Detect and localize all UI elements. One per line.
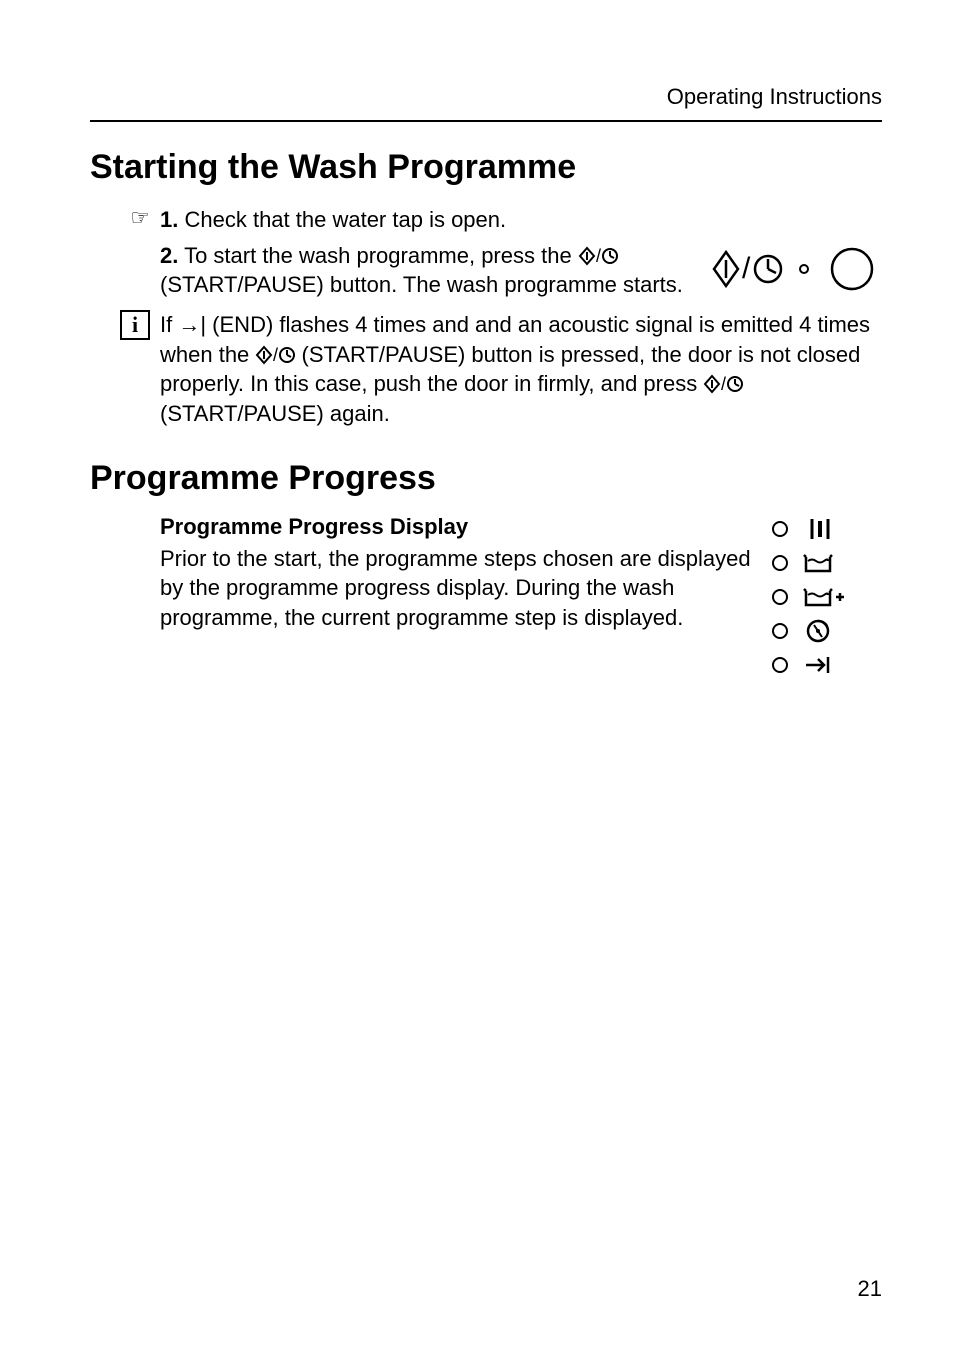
info-icon: i (120, 310, 150, 340)
progress-icon-list (772, 512, 882, 682)
pointing-hand-icon: ☞ (90, 205, 160, 231)
svg-text:/: / (742, 252, 751, 285)
content: Starting the Wash Programme ☞ 1. Check t… (90, 148, 882, 682)
progress-text: Programme Progress Display Prior to the … (160, 512, 772, 633)
svg-text:/: / (596, 246, 601, 266)
spin-icon (772, 614, 882, 648)
page: Operating Instructions Starting the Wash… (0, 0, 954, 1352)
led-icon (772, 623, 788, 639)
led-icon (772, 657, 788, 673)
led-icon (772, 555, 788, 571)
header-rule (90, 120, 882, 122)
end-arrow-icon: →| (178, 312, 206, 337)
start-pause-glyph-icon: / (703, 373, 743, 395)
wash-icon (772, 546, 882, 580)
start-pause-glyph-icon: / (255, 344, 295, 366)
heading-starting: Starting the Wash Programme (90, 148, 882, 187)
led-icon (772, 521, 788, 537)
start-pause-glyph-icon: / (578, 245, 618, 267)
step-1: ☞ 1. Check that the water tap is open. (90, 205, 882, 235)
info-note: i If →| (END) flashes 4 times and and an… (90, 310, 882, 429)
info-text: If →| (END) flashes 4 times and and an a… (160, 310, 882, 429)
svg-text:/: / (721, 374, 726, 394)
svg-text:/: / (273, 345, 278, 365)
wash-plus-icon (772, 580, 882, 614)
progress-section: Programme Progress Display Prior to the … (90, 512, 882, 682)
step-1-text: 1. Check that the water tap is open. (160, 205, 882, 235)
heading-progress: Programme Progress (90, 459, 882, 498)
page-number: 21 (858, 1276, 882, 1302)
start-pause-button-icon: / (702, 241, 882, 297)
end-icon (772, 648, 882, 682)
section-label: Operating Instructions (90, 84, 882, 110)
led-icon (772, 589, 788, 605)
page-header: Operating Instructions (90, 84, 882, 122)
prewash-icon (772, 512, 882, 546)
step-2-text: 2. To start the wash programme, press th… (160, 241, 702, 300)
step-2: 2. To start the wash programme, press th… (90, 241, 882, 300)
